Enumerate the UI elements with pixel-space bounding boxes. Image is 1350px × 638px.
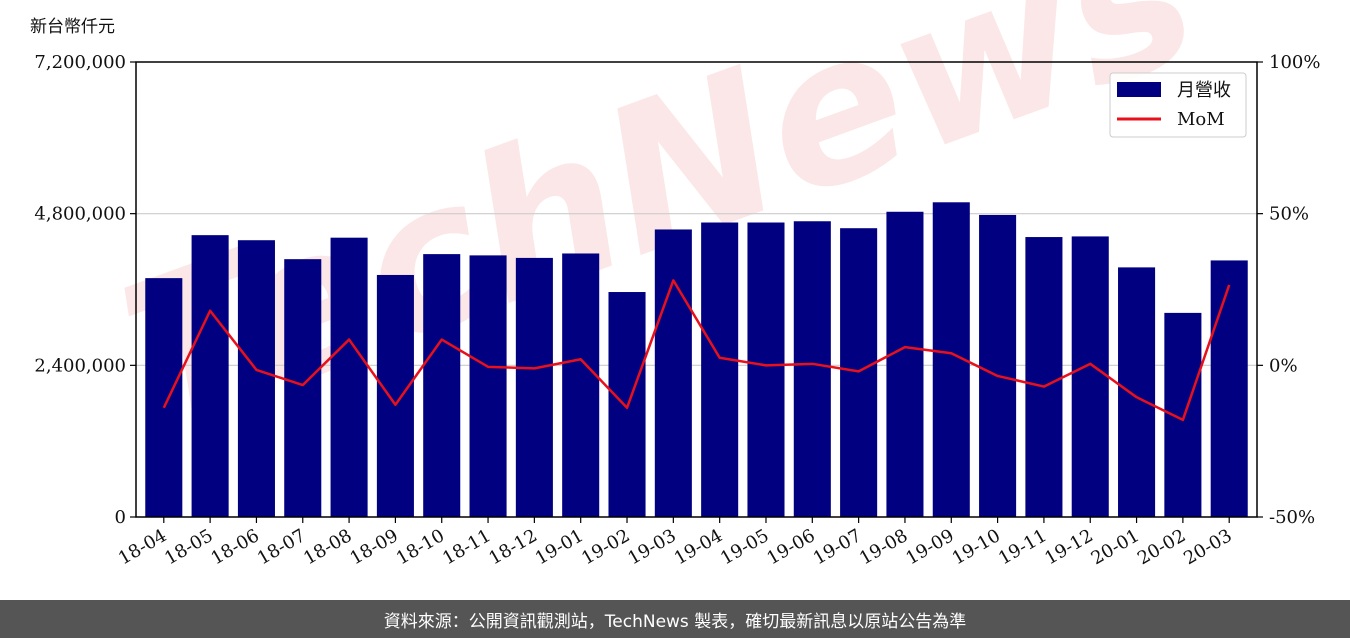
x-axis-tick-label: 18-10 xyxy=(393,525,448,569)
revenue-bar xyxy=(376,274,414,517)
revenue-bar xyxy=(423,254,461,517)
x-axis-tick-label: 20-03 xyxy=(1180,525,1235,569)
x-axis-tick-label: 18-12 xyxy=(485,525,540,569)
revenue-bar xyxy=(793,221,831,517)
revenue-bar xyxy=(1118,267,1156,517)
left-axis-tick-label: 7,200,000 xyxy=(34,52,126,73)
x-axis-tick-label: 19-11 xyxy=(995,525,1050,569)
x-axis-tick-label: 18-06 xyxy=(207,525,262,569)
y-axis-unit-label: 新台幣仟元 xyxy=(30,17,115,37)
x-axis-tick-label: 18-08 xyxy=(300,525,355,569)
x-axis-tick-label: 18-11 xyxy=(439,525,494,569)
x-axis-tick-label: 19-03 xyxy=(624,525,679,569)
revenue-bar xyxy=(562,253,600,517)
plot-frame xyxy=(135,61,1258,518)
left-axis-tick-label: 0 xyxy=(115,507,126,528)
legend-label-mom: MoM xyxy=(1177,109,1225,130)
x-axis-tick-label: 19-04 xyxy=(671,525,726,569)
mom-line xyxy=(162,279,1231,422)
revenue-chart: TechNews02,400,0004,800,0007,200,000-50%… xyxy=(30,0,1320,569)
chart-area: TechNews 0 2,400,000 4,800,000 7,200,000 -50%… xyxy=(30,0,1320,569)
revenue-bar xyxy=(191,235,229,517)
revenue-bar xyxy=(330,237,368,518)
revenue-bar xyxy=(979,214,1017,518)
revenue-bar xyxy=(145,278,183,517)
x-axis-tick-label: 18-05 xyxy=(161,525,216,569)
x-axis-tick-label: 19-01 xyxy=(532,525,587,569)
x-axis-tick-label: 18-04 xyxy=(115,525,170,569)
revenue-bar xyxy=(701,222,739,517)
footer-bar: 資料來源：公開資訊觀測站，TechNews 製表，確切最新訊息以原站公告為準 xyxy=(0,600,1350,638)
x-axis-tick-label: 19-08 xyxy=(856,525,911,569)
x-axis-tick-label: 19-09 xyxy=(902,525,957,569)
revenue-bar xyxy=(1071,236,1109,517)
x-axis-tick-label: 20-02 xyxy=(1134,525,1189,569)
revenue-bar xyxy=(237,240,275,518)
source-note: 資料來源：公開資訊觀測站，TechNews 製表，確切最新訊息以原站公告為準 xyxy=(383,611,967,632)
revenue-bar xyxy=(654,229,692,517)
x-axis-tick-label: 19-12 xyxy=(1041,525,1096,569)
x-axis-tick-label: 20-01 xyxy=(1088,525,1143,569)
legend-bar-swatch xyxy=(1117,82,1161,97)
left-axis-tick-label: 2,400,000 xyxy=(34,355,126,376)
revenue-bar xyxy=(747,222,785,517)
revenue-bar xyxy=(1025,237,1063,517)
right-axis-tick-label: 0% xyxy=(1269,355,1298,376)
x-axis-tick-label: 19-05 xyxy=(717,525,772,569)
right-axis-tick-label: 100% xyxy=(1269,52,1320,73)
revenue-bar xyxy=(469,255,507,517)
right-axis-tick-label: -50% xyxy=(1269,507,1315,528)
x-axis-tick-label: 19-06 xyxy=(763,525,818,569)
x-axis-tick-label: 19-02 xyxy=(578,525,633,569)
x-axis-tick-label: 19-10 xyxy=(949,525,1004,569)
x-axis-tick-label: 19-07 xyxy=(810,525,865,569)
revenue-bar xyxy=(886,211,924,518)
revenue-bar xyxy=(515,257,553,517)
right-axis-tick-label: 50% xyxy=(1269,204,1309,225)
legend-label-revenue: 月營收 xyxy=(1177,80,1231,101)
x-axis-tick-label: 18-09 xyxy=(346,525,401,569)
revenue-bar xyxy=(284,259,322,517)
revenue-bar xyxy=(1210,260,1248,517)
x-axis-tick-label: 18-07 xyxy=(254,525,309,569)
left-axis-tick-label: 4,800,000 xyxy=(34,204,126,225)
